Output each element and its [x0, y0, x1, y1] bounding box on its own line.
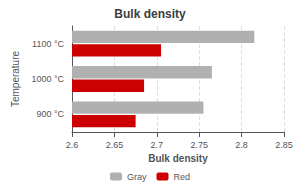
svg-text:Bulk density: Bulk density [114, 7, 186, 21]
svg-text:2.75: 2.75 [190, 140, 208, 150]
svg-text:2.8: 2.8 [235, 140, 248, 150]
svg-text:900 °C: 900 °C [36, 109, 64, 119]
svg-text:Temperature: Temperature [10, 50, 21, 107]
svg-text:1000 °C: 1000 °C [31, 74, 64, 84]
svg-text:2.85: 2.85 [275, 140, 293, 150]
svg-text:2.65: 2.65 [106, 140, 124, 150]
svg-text:Gray: Gray [127, 172, 147, 182]
svg-text:Bulk density: Bulk density [148, 153, 208, 164]
svg-text:1100 °C: 1100 °C [32, 39, 64, 49]
svg-text:Red: Red [173, 172, 190, 182]
svg-text:2.7: 2.7 [151, 140, 164, 150]
svg-text:2.6: 2.6 [66, 140, 79, 150]
